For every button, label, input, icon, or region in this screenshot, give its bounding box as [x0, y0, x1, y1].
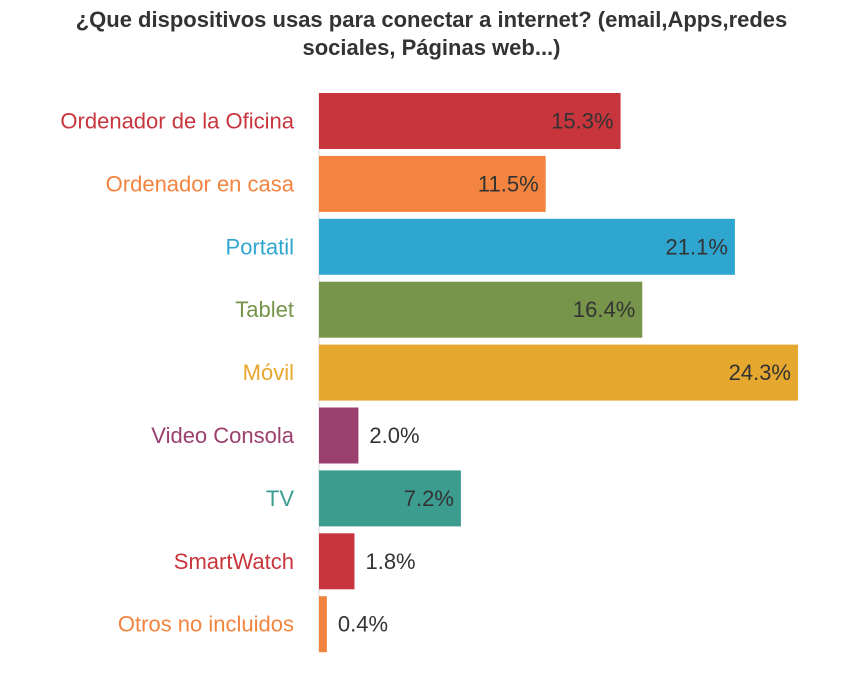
value-labels: 15.3% 11.5% 21.1% 16.4% 24.3% 2.0% 7.2% 1.8% 0.4… — [338, 109, 791, 637]
chart-title-line-2: sociales, Páginas web...) — [302, 35, 561, 60]
bar-video-consola — [319, 407, 359, 464]
category-label-ordenador-en-casa: Ordenador en casa — [106, 171, 295, 196]
bar-portatil — [319, 218, 735, 275]
bar-tv — [319, 470, 461, 527]
category-label-tablet: Tablet — [235, 297, 294, 322]
value-label-movil: 24.3% — [729, 360, 791, 385]
category-label-portatil: Portatil — [226, 234, 294, 259]
value-label-tablet: 16.4% — [573, 297, 635, 322]
value-label-video-consola: 2.0% — [369, 423, 419, 448]
category-label-video-consola: Video Consola — [151, 423, 294, 448]
category-label-tv: TV — [266, 486, 294, 511]
category-labels: Ordenador de la Oficina Ordenador en casa… — [60, 109, 294, 637]
bar-movil — [319, 344, 798, 401]
chart-title: ¿Que dispositivos usas para conectar a i… — [0, 6, 863, 62]
bar-ordenador-en-casa — [319, 155, 546, 212]
value-label-tv: 7.2% — [404, 486, 454, 511]
category-label-otros-no-incluidos: Otros no incluidos — [118, 612, 294, 637]
bar-otros-no-incluidos — [319, 596, 327, 653]
bar-tablet — [319, 281, 643, 338]
bar-ordenador-de-la-oficina — [319, 93, 621, 149]
bars-layer — [319, 93, 798, 653]
value-label-ordenador-en-casa: 11.5% — [478, 171, 539, 196]
chart-title-line-1: ¿Que dispositivos usas para conectar a i… — [75, 7, 788, 32]
value-label-smartwatch: 1.8% — [365, 549, 415, 574]
category-label-smartwatch: SmartWatch — [174, 549, 294, 574]
category-label-movil: Móvil — [243, 360, 294, 385]
bar-smartwatch — [319, 533, 355, 590]
value-label-ordenador-de-la-oficina: 15.3% — [551, 109, 613, 134]
value-label-portatil: 21.1% — [666, 234, 728, 259]
category-label-ordenador-de-la-oficina: Ordenador de la Oficina — [60, 109, 294, 134]
value-label-otros-no-incluidos: 0.4% — [338, 612, 388, 637]
